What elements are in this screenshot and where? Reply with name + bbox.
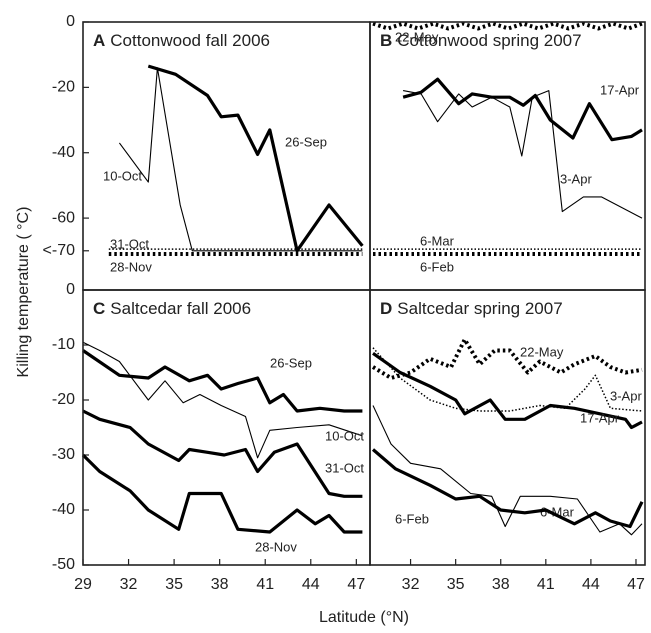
- series-line: [402, 77, 643, 142]
- panel-title: D Saltcedar spring 2007: [380, 299, 563, 318]
- x-tick-label: 38: [492, 576, 510, 593]
- series-line: [147, 64, 364, 253]
- x-tick-label: 32: [120, 576, 138, 593]
- series-line: [372, 351, 643, 430]
- panel-letter: A: [93, 31, 105, 50]
- x-tick-label: 41: [537, 576, 555, 593]
- y-tick-label: -10: [52, 336, 75, 353]
- series-line: [371, 448, 644, 529]
- x-tick-label: 35: [447, 576, 465, 593]
- series-label: 6-Feb: [420, 259, 454, 274]
- series-label: 17-Apr: [600, 82, 640, 97]
- y-axis-label: Killing temperature ( °C): [15, 207, 32, 378]
- series-label: 31-Oct: [110, 236, 149, 251]
- series-label: 10-Oct: [325, 428, 364, 443]
- x-tick-label: 35: [165, 576, 183, 593]
- series-line: [118, 67, 363, 252]
- panel-letter: D: [380, 299, 392, 318]
- series-line: [82, 409, 363, 498]
- panel-frame: [369, 289, 646, 566]
- series-line: [82, 349, 363, 413]
- series-label: 3-Apr: [560, 171, 592, 186]
- y-tick-label: -50: [52, 556, 75, 573]
- x-tick-label: 29: [74, 576, 92, 593]
- series-label: 28-Nov: [255, 539, 297, 554]
- panel-title-text: Cottonwood fall 2006: [110, 31, 270, 50]
- y-tick-label: 0: [66, 281, 75, 298]
- series-label: 6-Mar: [540, 504, 575, 519]
- y-tick-label: -40: [52, 144, 75, 161]
- series-label: 6-Feb: [395, 511, 429, 526]
- series-label: 31-Oct: [325, 460, 364, 475]
- panel-title-text: Saltcedar fall 2006: [110, 299, 251, 318]
- panel-title: A Cottonwood fall 2006: [93, 31, 270, 50]
- series-label: 22-May: [520, 344, 564, 359]
- x-tick-label: 38: [211, 576, 229, 593]
- y-tick-label: -60: [52, 209, 75, 226]
- series-label: 22-May: [395, 29, 439, 44]
- panel-title: B Cottonwood spring 2007: [380, 31, 582, 50]
- y-tick-label: -20: [52, 79, 75, 96]
- y-tick-label: 0: [66, 13, 75, 30]
- series-label: 10-Oct: [103, 168, 142, 183]
- series-line: [81, 453, 363, 534]
- x-tick-label: 44: [582, 576, 600, 593]
- series-label: 26-Sep: [285, 134, 327, 149]
- series-line: [372, 21, 643, 31]
- y-tick-label: <-70: [43, 242, 76, 259]
- x-tick-label: 44: [302, 576, 320, 593]
- series-line: [371, 337, 643, 380]
- series-label: 17-Apr: [580, 410, 620, 425]
- y-tick-label: -30: [52, 446, 75, 463]
- series-line: [82, 341, 363, 459]
- series-label: 6-Mar: [420, 233, 455, 248]
- panel-title-text: Cottonwood spring 2007: [397, 31, 581, 50]
- panel-letter: B: [380, 31, 392, 50]
- y-tick-label: -20: [52, 391, 75, 408]
- series-line: [403, 90, 643, 219]
- x-tick-label: 32: [402, 576, 420, 593]
- x-tick-label: 47: [347, 576, 365, 593]
- x-tick-label: 41: [256, 576, 274, 593]
- series-label: 3-Apr: [610, 388, 642, 403]
- panel-title-text: Saltcedar spring 2007: [397, 299, 562, 318]
- panel-title: C Saltcedar fall 2006: [93, 299, 251, 318]
- panel-letter: C: [93, 299, 105, 318]
- y-tick-label: -40: [52, 501, 75, 518]
- series-label: 28-Nov: [110, 259, 152, 274]
- x-axis-label: Latitude (°N): [319, 609, 409, 626]
- series-label: 26-Sep: [270, 355, 312, 370]
- x-tick-label: 47: [627, 576, 645, 593]
